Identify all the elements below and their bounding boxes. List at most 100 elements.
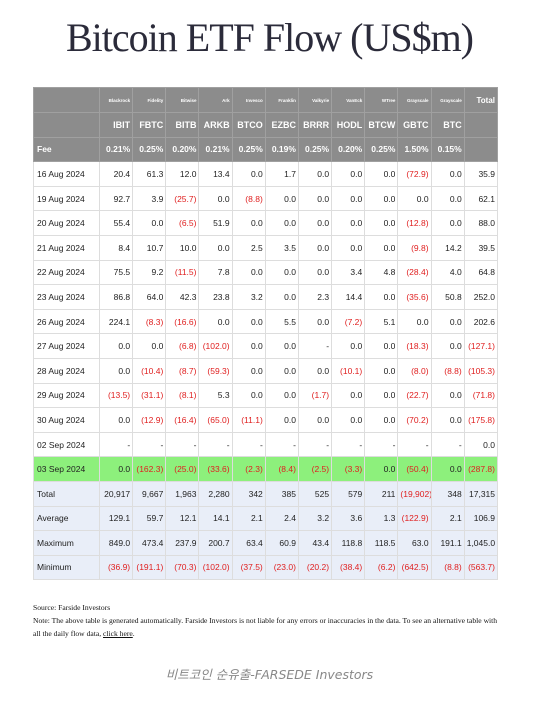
- table-cell: 0.0: [463, 431, 499, 458]
- table-cell: 348: [430, 480, 465, 507]
- table-cell: 59.7: [132, 505, 167, 532]
- table-cell: BITB: [165, 112, 200, 138]
- table-cell: 0.0: [430, 308, 465, 335]
- table-cell: Total: [33, 480, 100, 507]
- table-cell: -: [98, 431, 134, 458]
- table-cell: 35.9: [463, 161, 499, 187]
- table-cell: 0.0: [98, 407, 134, 433]
- table-cell: 252.0: [463, 284, 499, 310]
- table-cell: EZBC: [264, 112, 299, 138]
- table-cell: 0.0: [198, 185, 233, 212]
- table-cell: 0.25%: [364, 136, 399, 163]
- table-cell: 0.20%: [331, 136, 366, 163]
- table-cell: Maximum: [33, 530, 100, 556]
- table-cell: 0.0: [231, 161, 266, 187]
- table-cell: 0.20%: [165, 136, 200, 163]
- table-cell: (9.8): [397, 234, 432, 261]
- table-cell: (11.1): [231, 407, 266, 433]
- table-row: Blackrock Fidelity Bitwise Ark Invesco Frankl…: [33, 87, 499, 113]
- table-cell: IBIT: [98, 112, 134, 138]
- table-cell: 16 Aug 2024: [33, 161, 100, 187]
- table-row: Total 20,917 9,667 1,963 2,280 342 385 525 579 21…: [33, 480, 499, 507]
- table-cell: Fidelity: [132, 87, 167, 113]
- table-cell: (175.8): [463, 407, 499, 433]
- table-cell: -: [297, 333, 333, 359]
- table-row: 16 Aug 2024 20.4 61.3 12.0 13.4 0.0 1.7 0.0 0.0 0…: [33, 161, 499, 187]
- table-cell: -: [264, 431, 299, 458]
- table-cell: (10.1): [331, 357, 366, 384]
- table-cell: 0.21%: [98, 136, 134, 163]
- table-cell: 0.0: [397, 308, 432, 335]
- table-cell: (162.3): [132, 456, 167, 482]
- table-cell: 2.5: [231, 234, 266, 261]
- table-cell: (31.1): [132, 382, 167, 409]
- table-cell: 0.0: [231, 259, 266, 286]
- table-cell: (37.5): [231, 554, 266, 581]
- table-cell: 0.0: [331, 333, 366, 359]
- table-cell: (8.1): [165, 382, 200, 409]
- table-cell: 8.4: [98, 234, 134, 261]
- note-text: Note: The above table is generated autom…: [33, 616, 498, 638]
- table-cell: 14.2: [430, 234, 465, 261]
- table-cell: 0.0: [231, 382, 266, 409]
- table-cell: 0.25%: [132, 136, 167, 163]
- table-cell: 0.0: [264, 185, 299, 212]
- table-cell: (23.0): [264, 554, 299, 581]
- table-cell: (71.8): [463, 382, 499, 409]
- table-cell: 0.0: [297, 308, 333, 335]
- table-cell: 0.0: [397, 185, 432, 212]
- table-cell: [33, 112, 100, 138]
- table-cell: (19,902): [397, 480, 432, 507]
- table-cell: FBTC: [132, 112, 167, 138]
- table-cell: 0.0: [364, 456, 399, 482]
- title: Bitcoin ETF Flow (US$m): [65, 15, 474, 60]
- table-cell: (3.3): [331, 456, 366, 482]
- table-cell: 129.1: [98, 505, 134, 532]
- table-cell: 23 Aug 2024: [33, 284, 100, 310]
- table-cell: (10.4): [132, 357, 167, 384]
- table-cell: 385: [264, 480, 299, 507]
- table-cell: 0.0: [331, 185, 366, 212]
- table-row: 20 Aug 2024 55.4 0.0 (6.5) 51.9 0.0 0.0 0.0 0.0 0…: [33, 210, 499, 236]
- table-cell: [463, 112, 499, 138]
- table-cell: (13.5): [98, 382, 134, 409]
- table-cell: 0.0: [98, 456, 134, 482]
- table-cell: 0.0: [98, 357, 134, 384]
- table-cell: (8.0): [397, 357, 432, 384]
- table-cell: (563.7): [463, 554, 499, 581]
- table-cell: 0.0: [132, 333, 167, 359]
- table-cell: (122.9): [397, 505, 432, 532]
- table-cell: (35.6): [397, 284, 432, 310]
- table-cell: 4.0: [430, 259, 465, 286]
- table-cell: -: [297, 431, 333, 458]
- table-row: 03 Sep 2024 0.0 (162.3) (25.0) (33.6) (2.3) (8…: [33, 456, 499, 482]
- table-cell: 4.8: [364, 259, 399, 286]
- table-cell: 20,917: [98, 480, 134, 507]
- table-cell: 60.9: [264, 530, 299, 556]
- table-cell: 0.0: [264, 407, 299, 433]
- table-cell: [463, 136, 499, 163]
- table-cell: 20.4: [98, 161, 134, 187]
- table-cell: (70.2): [397, 407, 432, 433]
- table-cell: 9,667: [132, 480, 167, 507]
- table-cell: (1.7): [297, 382, 333, 409]
- table-cell: (6.8): [165, 333, 200, 359]
- table-cell: 14.4: [331, 284, 366, 310]
- table-cell: 525: [297, 480, 333, 507]
- table-cell: -: [231, 431, 266, 458]
- table-row: 23 Aug 2024 86.8 64.0 42.3 23.8 3.2 0.0 2.3 14.4…: [33, 284, 499, 310]
- table-cell: 61.3: [132, 161, 167, 187]
- table-cell: Grayscale: [397, 87, 432, 113]
- table-cell: 17,315: [463, 480, 499, 507]
- table-cell: 12.1: [165, 505, 200, 532]
- table-cell: 10.7: [132, 234, 167, 261]
- table-cell: VanEck: [331, 87, 366, 113]
- link[interactable]: click here: [103, 629, 133, 638]
- table-cell: -: [165, 431, 200, 458]
- table-cell: (8.8): [430, 554, 465, 581]
- table-cell: 26 Aug 2024: [33, 308, 100, 335]
- table-cell: (642.5): [397, 554, 432, 581]
- table-cell: (2.3): [231, 456, 266, 482]
- table-cell: 5.1: [364, 308, 399, 335]
- table-cell: (25.7): [165, 185, 200, 212]
